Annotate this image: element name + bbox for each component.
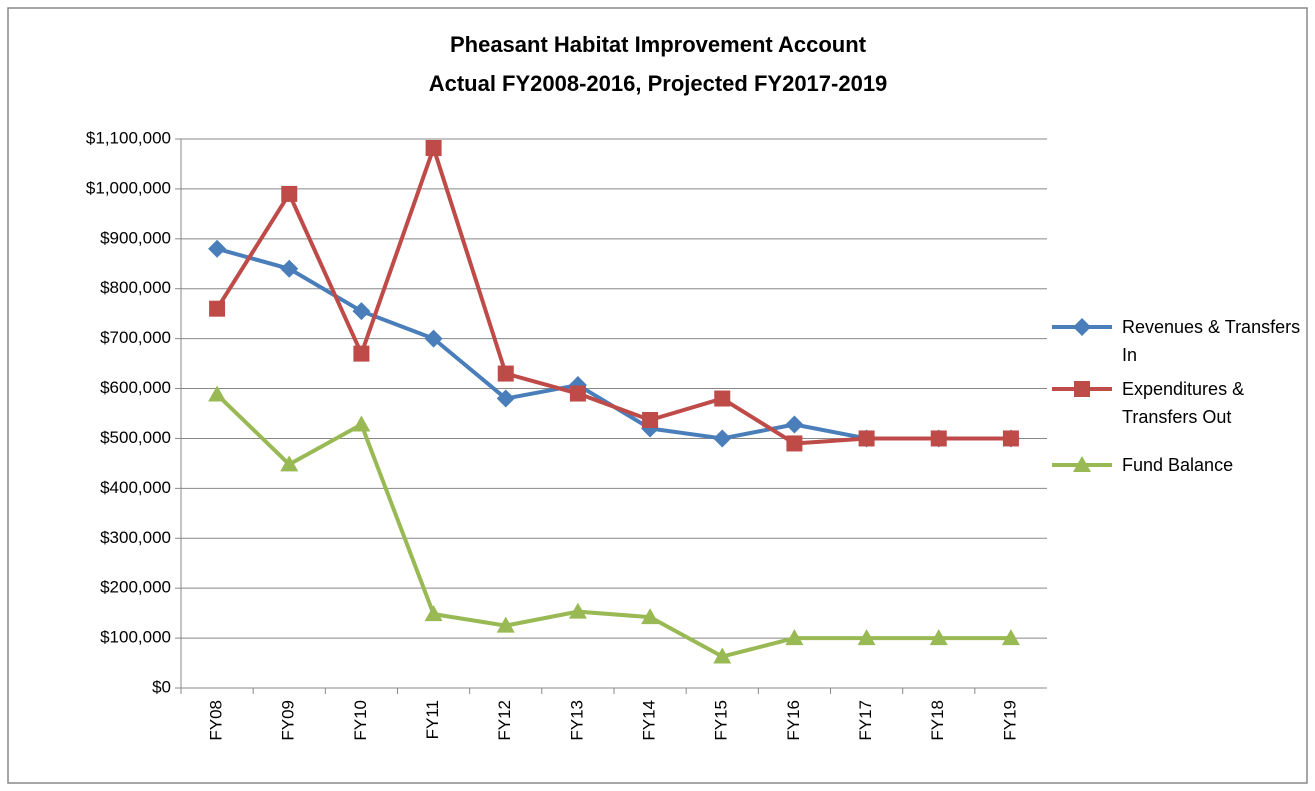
marker xyxy=(569,385,586,402)
legend-label: Revenues & Transfers In xyxy=(1122,317,1301,365)
marker xyxy=(424,605,443,622)
marker xyxy=(209,300,226,317)
marker xyxy=(857,629,876,646)
x-tick-label: FY11 xyxy=(423,700,442,739)
y-tick-label: $1,100,000 xyxy=(86,128,171,147)
y-tick-label: $800,000 xyxy=(100,278,171,297)
x-tick-label: FY10 xyxy=(351,700,370,741)
marker xyxy=(929,629,948,646)
y-tick-label: $500,000 xyxy=(100,428,171,447)
marker xyxy=(280,455,299,472)
legend-label: Expenditures & Transfers Out xyxy=(1122,379,1245,427)
x-tick-label: FY19 xyxy=(1000,700,1019,741)
marker xyxy=(280,259,299,278)
marker xyxy=(568,602,587,619)
x-tick-label: FY16 xyxy=(784,700,803,741)
marker xyxy=(713,429,732,448)
x-tick-label: FY12 xyxy=(495,700,514,741)
marker xyxy=(352,415,371,432)
marker xyxy=(713,647,732,664)
y-tick-label: $600,000 xyxy=(100,378,171,397)
marker xyxy=(642,411,659,428)
marker xyxy=(1073,318,1091,336)
series-line xyxy=(215,393,1011,659)
chart-border xyxy=(7,7,1308,784)
marker xyxy=(1073,456,1091,472)
marker xyxy=(714,390,731,407)
y-tick-label: $100,000 xyxy=(100,628,171,647)
marker xyxy=(1002,430,1019,447)
x-tick-label: FY14 xyxy=(640,700,659,741)
marker xyxy=(208,239,227,258)
y-tick-label: $0 xyxy=(152,677,171,696)
marker xyxy=(641,608,660,625)
x-tick-label: FY17 xyxy=(856,700,875,741)
marker xyxy=(930,430,947,447)
y-tick-label: $300,000 xyxy=(100,528,171,547)
y-tick-label: $1,000,000 xyxy=(86,178,171,197)
y-tick-label: $900,000 xyxy=(100,228,171,247)
marker xyxy=(281,185,298,202)
legend-label: Fund Balance xyxy=(1122,455,1234,475)
marker xyxy=(785,629,804,646)
chart-subtitle: Actual FY2008-2016, Projected FY2017-201… xyxy=(429,71,888,96)
marker xyxy=(353,345,370,362)
marker xyxy=(785,415,804,434)
marker xyxy=(208,385,227,402)
x-tick-label: FY18 xyxy=(928,700,947,741)
y-tick-label: $200,000 xyxy=(100,578,171,597)
x-tick-label: FY09 xyxy=(279,700,298,741)
marker xyxy=(858,430,875,447)
x-tick-label: FY15 xyxy=(712,700,731,741)
series-line xyxy=(215,145,1011,446)
x-tick-label: FY08 xyxy=(207,700,226,741)
marker xyxy=(1001,629,1020,646)
y-tick-label: $700,000 xyxy=(100,328,171,347)
x-tick-label: FY13 xyxy=(567,700,586,741)
chart-title: Pheasant Habitat Improvement Account xyxy=(450,32,867,57)
marker xyxy=(497,365,514,382)
marker xyxy=(424,329,443,348)
y-tick-label: $400,000 xyxy=(100,478,171,497)
marker xyxy=(496,616,515,633)
marker xyxy=(786,435,803,452)
marker xyxy=(352,302,371,321)
marker xyxy=(496,389,515,408)
marker xyxy=(425,139,442,156)
marker xyxy=(1074,381,1090,397)
